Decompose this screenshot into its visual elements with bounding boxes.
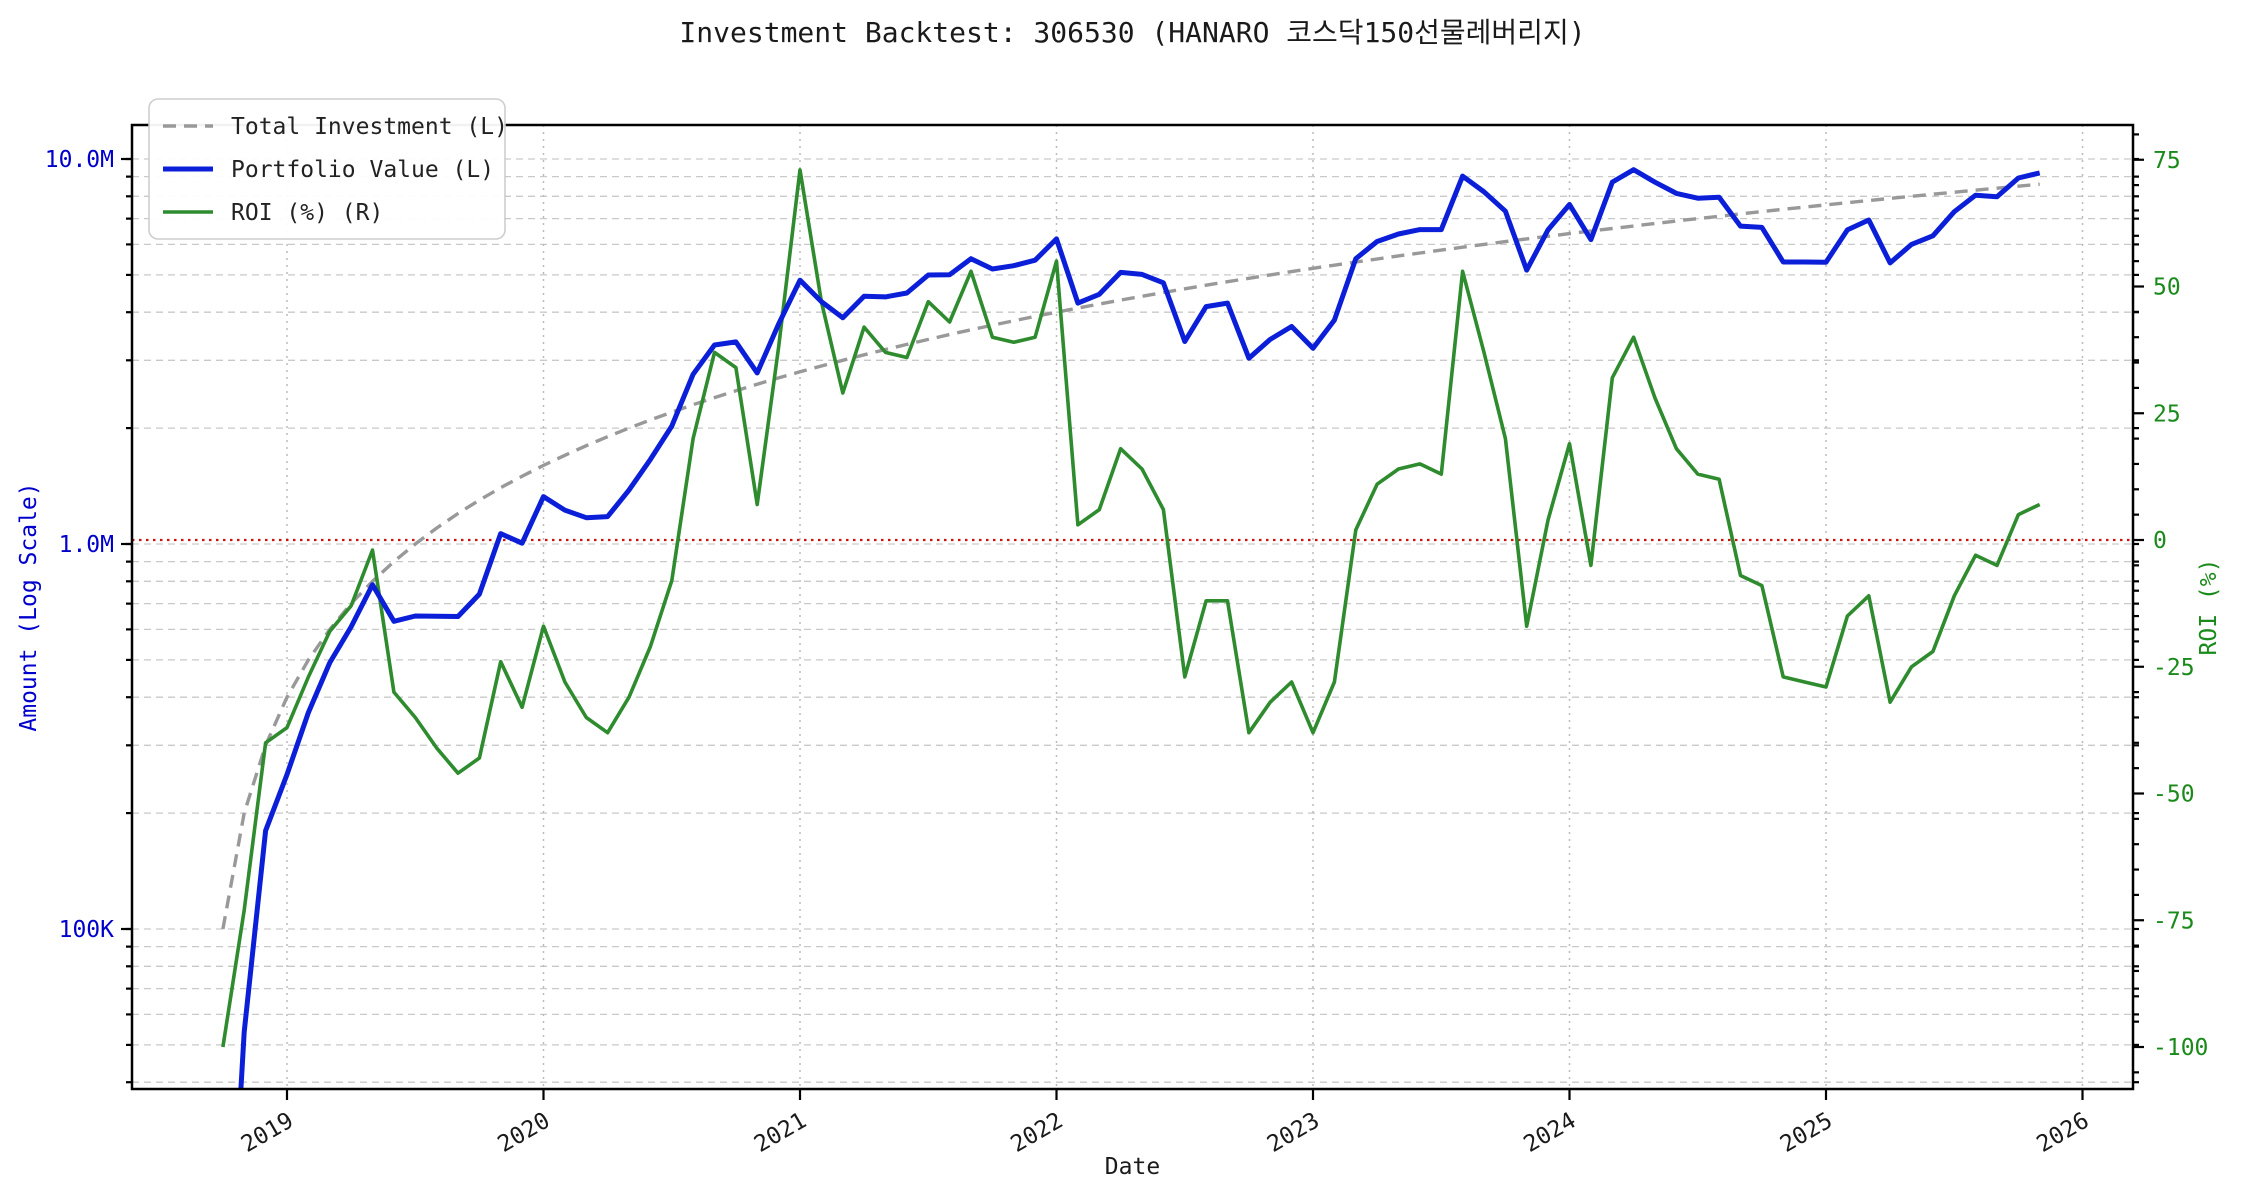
portfolio-value-line [238,167,2041,1089]
plot-border [130,123,2135,1091]
legend: Total Investment (L) Portfolio Value (L) R… [148,98,508,240]
right-axis-tick-label: -100 [2153,1035,2208,1061]
x-axis-tick-label: 2023 [1263,1108,1324,1158]
tick-layer [121,133,2144,1100]
left-axis-tick-label: 100K [59,917,115,943]
left-axis-title: Amount (Log Scale) [16,482,42,731]
right-axis-title: ROI (%) [2196,559,2222,656]
right-axis-tick-label: -75 [2153,908,2195,934]
legend-label: ROI (%) (R) [231,200,383,226]
x-axis-tick-label: 2025 [1776,1108,1837,1158]
x-axis-tick-label: 2019 [237,1108,298,1158]
x-axis-tick-label: 2021 [750,1108,811,1158]
total-investment-line [221,182,2040,930]
right-axis-tick-label: -25 [2153,655,2195,681]
grid-layer [132,125,2133,1089]
x-axis-title: Date [1105,1154,1160,1180]
right-axis-tick-label: 25 [2153,401,2181,427]
x-axis-tick-label: 2022 [1007,1108,1068,1158]
legend-label: Total Investment (L) [231,114,508,140]
right-axis-tick-label: 50 [2153,275,2181,301]
chart-title: Investment Backtest: 306530 (HANARO 코스닥1… [679,16,1585,49]
series-layer [221,167,2041,1089]
x-axis-tick-label: 2020 [494,1108,555,1158]
legend-box [148,98,506,240]
roi-line [221,168,2041,1048]
left-axis-tick-label: 1.0M [59,532,114,558]
x-axis-tick-label: 2026 [2033,1108,2094,1158]
legend-label: Portfolio Value (L) [231,157,494,183]
right-axis-tick-label: -50 [2153,782,2195,808]
x-axis-tick-label: 2024 [1520,1108,1581,1158]
right-axis-tick-label: 0 [2153,528,2167,554]
left-axis-tick-label: 10.0M [45,147,114,173]
right-axis-tick-label: 75 [2153,148,2181,174]
